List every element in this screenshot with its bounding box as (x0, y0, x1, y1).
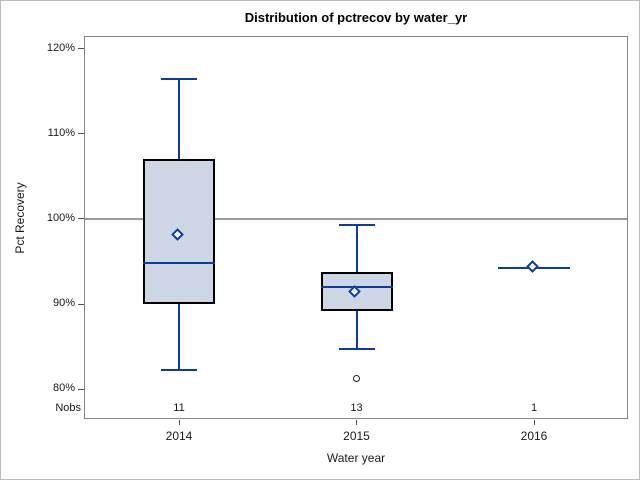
upper-whisker-stem (178, 78, 180, 160)
x-tick-label: 2015 (343, 429, 370, 443)
x-axis-label: Water year (326, 451, 386, 465)
nobs-value: 11 (173, 402, 185, 414)
y-tick-label: 80% (52, 382, 75, 395)
iqr-box (320, 271, 393, 311)
reference-line-100pct (85, 218, 627, 220)
y-tick-label: 110% (47, 126, 75, 139)
x-tick-mark (356, 420, 357, 425)
nobs-value: 1 (530, 402, 538, 414)
x-tick-label: 2016 (520, 429, 548, 443)
outlier-point (353, 375, 360, 383)
x-tick-label: 2014 (165, 429, 193, 443)
upper-whisker-stem (355, 224, 358, 272)
chart-title: Distribution of pctrecov by water_yr (244, 10, 468, 25)
upper-whisker-cap (161, 77, 197, 80)
lower-whisker-stem (355, 310, 358, 350)
nobs-value: 13 (350, 402, 363, 414)
y-tick-label: 120% (46, 41, 75, 54)
lower-whisker-cap (161, 368, 197, 371)
upper-whisker-cap (338, 223, 375, 226)
y-tick-mark (78, 303, 84, 305)
y-tick-label: 90% (52, 297, 75, 310)
y-tick-mark (78, 218, 84, 220)
x-tick-mark (533, 420, 535, 425)
y-tick-mark (78, 133, 84, 135)
x-tick-mark (178, 420, 180, 425)
y-tick-mark (78, 48, 84, 50)
median-line (143, 262, 215, 265)
y-tick-mark (78, 388, 84, 390)
lower-whisker-stem (178, 304, 180, 370)
lower-whisker-cap (338, 348, 375, 351)
nobs-row-label: Nobs (55, 402, 81, 414)
y-tick-label: 100% (46, 211, 75, 224)
